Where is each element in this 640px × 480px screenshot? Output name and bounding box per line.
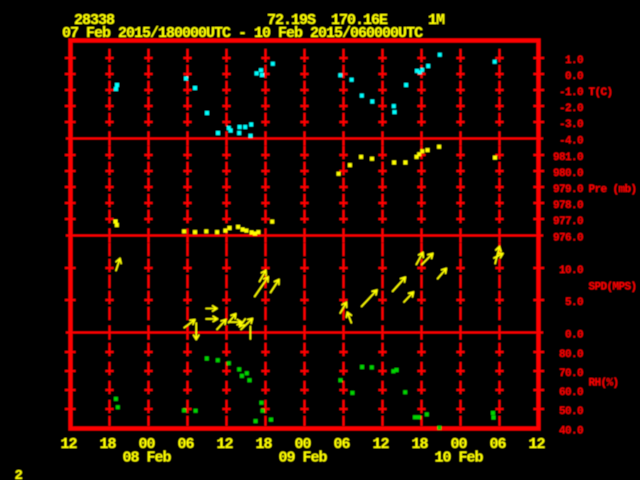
svg-text:SPD(MPS): SPD(MPS): [589, 282, 637, 294]
svg-text:72.19S 170.16E: 72.19S 170.16E: [267, 12, 388, 29]
svg-text:09 Feb: 09 Feb: [278, 450, 327, 467]
svg-text:18: 18: [255, 436, 272, 453]
svg-text:70.0: 70.0: [559, 368, 583, 380]
svg-text:12: 12: [216, 436, 233, 453]
svg-text:10 Feb: 10 Feb: [434, 450, 483, 467]
svg-text:980.0: 980.0: [553, 168, 583, 180]
svg-text:06: 06: [177, 436, 194, 453]
svg-text:12: 12: [60, 436, 77, 453]
svg-text:RH(%): RH(%): [589, 378, 619, 390]
svg-text:10.0: 10.0: [559, 265, 583, 277]
svg-text:Pre (mb): Pre (mb): [589, 184, 637, 196]
svg-text:0.0: 0.0: [565, 71, 583, 83]
svg-text:80.0: 80.0: [559, 349, 583, 361]
svg-text:12: 12: [528, 436, 545, 453]
svg-text:976.0: 976.0: [553, 233, 583, 245]
svg-text:07 Feb 2015/180000UTC - 10 Feb: 07 Feb 2015/180000UTC - 10 Feb 2015/0600…: [62, 25, 423, 42]
svg-text:60.0: 60.0: [559, 387, 583, 399]
svg-text:977.0: 977.0: [553, 216, 583, 228]
svg-text:28338: 28338: [74, 12, 115, 29]
svg-text:-1.0: -1.0: [559, 87, 583, 99]
svg-text:1.0: 1.0: [565, 55, 583, 67]
svg-text:06: 06: [333, 436, 350, 453]
svg-text:979.0: 979.0: [553, 184, 583, 196]
svg-text:-4.0: -4.0: [559, 136, 583, 148]
svg-text:2: 2: [15, 468, 23, 480]
svg-text:18: 18: [99, 436, 116, 453]
svg-text:-2.0: -2.0: [559, 103, 583, 115]
svg-text:40.0: 40.0: [559, 426, 583, 438]
svg-text:50.0: 50.0: [559, 406, 583, 418]
svg-text:00: 00: [138, 436, 155, 453]
svg-text:08 Feb: 08 Feb: [122, 450, 171, 467]
svg-text:978.0: 978.0: [553, 200, 583, 212]
svg-text:18: 18: [411, 436, 428, 453]
svg-text:-3.0: -3.0: [559, 119, 583, 131]
svg-text:5.0: 5.0: [565, 297, 583, 309]
svg-text:0.0: 0.0: [565, 330, 583, 342]
svg-text:06: 06: [489, 436, 506, 453]
svg-text:00: 00: [450, 436, 467, 453]
svg-text:00: 00: [294, 436, 311, 453]
svg-text:T(C): T(C): [589, 87, 613, 99]
svg-text:981.0: 981.0: [553, 152, 583, 164]
svg-text:1M: 1M: [428, 12, 445, 29]
svg-text:12: 12: [372, 436, 389, 453]
